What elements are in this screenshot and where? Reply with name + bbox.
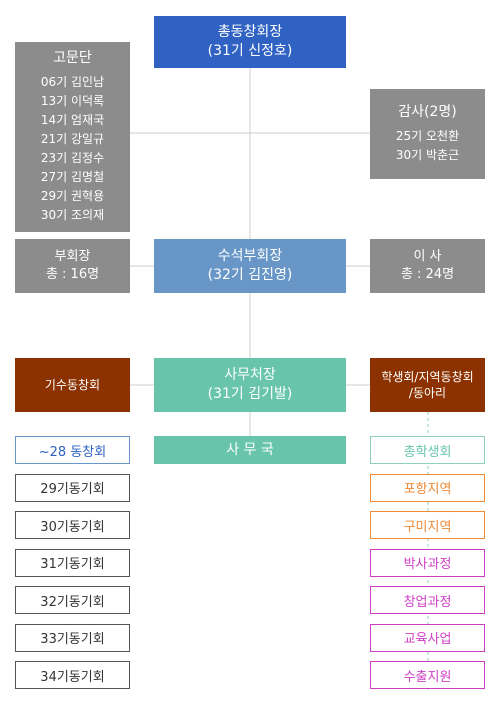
vice-chairs-count: 총 : 16명 <box>45 267 100 282</box>
advisor-member: 14기 엄재국 <box>40 113 105 128</box>
advisor-member: 27기 김명철 <box>40 170 105 185</box>
student-regional-item: 구미지역 <box>370 511 485 539</box>
senior-vice-name: (32기 김진영) <box>207 267 293 283</box>
student-regional-item: 교육사업 <box>370 623 485 652</box>
advisors-box: 고문단 06기 김인남 13기 이덕록 14기 엄재국 21기 강일규 23기 김정수 2… <box>15 42 130 232</box>
advisor-member: 30기 조의재 <box>40 208 105 223</box>
student-regional-item: 포항지역 <box>370 473 485 502</box>
student-regional-title-line1: 학생회/지역동창회 <box>381 369 474 384</box>
class-alumni-item: 30기동기회 <box>15 511 130 539</box>
auditors-list: 25기 오천환 30기 박춘근 <box>396 127 459 165</box>
directors-count: 총 : 24명 <box>400 267 455 282</box>
advisors-title: 고문단 <box>53 49 92 66</box>
advisors-list: 06기 김인남 13기 이덕록 14기 엄재국 21기 강일규 23기 김정수 27기 김… <box>41 73 104 225</box>
secretary-general-name: (31기 김기발) <box>207 386 293 402</box>
student-regional-item: 박사과정 <box>370 548 485 577</box>
advisor-member: 06기 김인남 <box>40 75 105 90</box>
class-alumni-item: ~28 동창회 <box>15 436 130 464</box>
directors-box: 이 사 총 : 24명 <box>370 239 485 293</box>
advisor-member: 13기 이덕록 <box>40 94 105 109</box>
advisor-member: 21기 강일규 <box>40 132 105 147</box>
chairman-box: 총동창회장 (31기 신정호) <box>154 16 346 68</box>
secretariat-title: 사 무 국 <box>226 441 274 458</box>
directors-title: 이 사 <box>413 249 442 265</box>
senior-vice-title: 수석부회장 <box>217 248 283 265</box>
auditors-box: 감사(2명) 25기 오천환 30기 박춘근 <box>370 89 485 179</box>
vice-chairs-title: 부회장 <box>54 249 91 265</box>
advisor-member: 29기 권혁용 <box>40 189 105 204</box>
auditor-member: 30기 박춘근 <box>395 148 460 163</box>
class-alumni-item: 29기동기회 <box>15 473 130 502</box>
student-regional-item: 수출지원 <box>370 661 485 689</box>
auditor-member: 25기 오천환 <box>395 129 460 144</box>
student-regional-item: 창업과정 <box>370 586 485 614</box>
senior-vice-box: 수석부회장 (32기 김진영) <box>154 239 346 293</box>
class-alumni-box: 기수동창회 <box>15 358 130 412</box>
secretary-general-title: 사무처장 <box>224 367 276 384</box>
student-regional-item: 총학생회 <box>370 436 485 464</box>
class-alumni-item: 31기동기회 <box>15 548 130 577</box>
class-alumni-item: 33기동기회 <box>15 623 130 652</box>
advisor-member: 23기 김정수 <box>40 151 105 166</box>
student-regional-box: 학생회/지역동창회 /동아리 <box>370 358 485 412</box>
class-alumni-item: 34기동기회 <box>15 661 130 689</box>
class-alumni-item: 32기동기회 <box>15 586 130 614</box>
auditors-title: 감사(2명) <box>398 103 457 120</box>
vice-chairs-box: 부회장 총 : 16명 <box>15 239 130 293</box>
student-regional-title-line2: /동아리 <box>408 386 447 400</box>
chairman-name: (31기 신정호) <box>207 43 293 59</box>
class-alumni-title: 기수동창회 <box>44 377 101 392</box>
secretariat-box: 사 무 국 <box>154 436 346 464</box>
chairman-title: 총동창회장 <box>217 24 283 41</box>
secretary-general-box: 사무처장 (31기 김기발) <box>154 358 346 412</box>
